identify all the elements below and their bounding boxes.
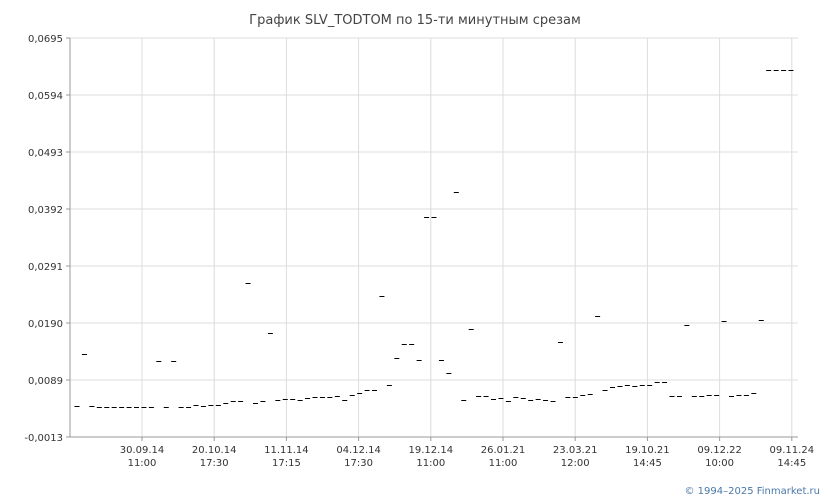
- x-tick-date: 26.01.21: [481, 445, 526, 456]
- x-tick-time: 17:30: [344, 458, 373, 469]
- data-points: [74, 70, 794, 408]
- x-tick-date: 09.11.24: [770, 445, 815, 456]
- y-tick-label: -0,0013: [24, 433, 63, 444]
- x-tick-date: 20.10.14: [192, 445, 237, 456]
- y-tick-label: 0,0594: [28, 91, 63, 102]
- chart-title: График SLV_TODTOM по 15-ти минутным срез…: [249, 13, 581, 28]
- x-tick-date: 23.03.21: [553, 445, 598, 456]
- y-tick-label: 0,0291: [28, 262, 63, 273]
- x-tick-time: 11:00: [416, 458, 445, 469]
- copyright-text[interactable]: © 1994–2025 Finmarket.ru: [684, 486, 820, 497]
- x-tick-date: 04.12.14: [336, 445, 381, 456]
- y-tick-label: 0,0493: [28, 148, 63, 159]
- axes: [66, 37, 798, 441]
- x-tick-date: 30.09.14: [120, 445, 165, 456]
- x-tick-time: 17:30: [200, 458, 229, 469]
- y-tick-label: 0,0190: [28, 319, 63, 330]
- x-tick-labels: 30.09.14 11:00 20.10.14 17:30 11.11.14 17:15 0…: [120, 445, 814, 469]
- y-tick-label: 0,0695: [28, 34, 63, 45]
- x-tick-time: 12:00: [561, 458, 590, 469]
- x-tick-time: 14:45: [777, 458, 806, 469]
- x-tick-date: 19.10.21: [625, 445, 670, 456]
- y-tick-label: 0,0392: [28, 205, 63, 216]
- x-tick-time: 11:00: [128, 458, 157, 469]
- x-tick-time: 10:00: [705, 458, 734, 469]
- y-tick-labels: 0,0695 0,0594 0,0493 0,0392 0,0291 0,0190 0,00…: [24, 34, 63, 444]
- x-tick-time: 14:45: [633, 458, 662, 469]
- grid-lines: [70, 37, 798, 438]
- y-tick-label: 0,0089: [28, 376, 63, 387]
- x-tick-date: 09.12.22: [697, 445, 742, 456]
- x-tick-time: 17:15: [272, 458, 301, 469]
- x-tick-date: 11.11.14: [264, 445, 309, 456]
- x-tick-time: 11:00: [489, 458, 518, 469]
- x-tick-date: 19.12.14: [409, 445, 454, 456]
